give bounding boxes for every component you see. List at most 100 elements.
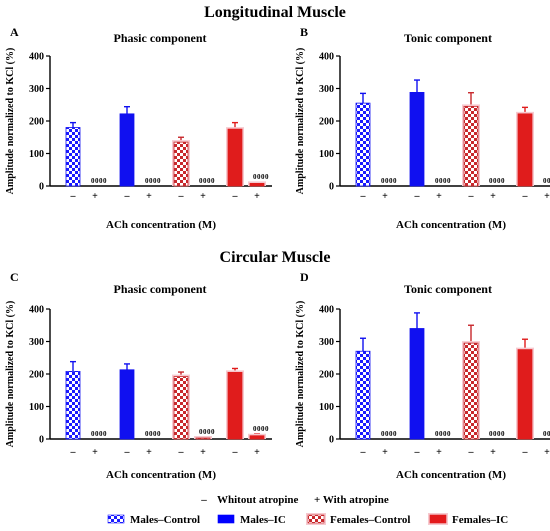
condition-minus-label: –	[70, 447, 77, 458]
bar-without-atropine	[409, 328, 425, 440]
atropine-minus-label: Whitout atropine	[217, 494, 299, 506]
condition-plus-label: +	[92, 191, 98, 202]
chart-panel-b: B Tonic component Amplitude normalized to …	[295, 25, 550, 231]
chart-panel-a: A Phasic component Amplitude normalized to…	[5, 25, 272, 231]
bar-with-atropine	[195, 437, 211, 440]
condition-minus-label: –	[232, 447, 239, 458]
bar-without-atropine	[355, 350, 371, 440]
bar-halo	[194, 436, 212, 439]
y-tick-label: 200	[319, 117, 334, 128]
significance-label: 0000	[253, 425, 269, 433]
significance-label: 0000	[489, 177, 505, 185]
y-tick-label: 200	[319, 370, 334, 381]
legend-label: Males–IC	[240, 514, 286, 526]
y-tick-label: 0	[39, 435, 44, 446]
bar-without-atropine	[173, 376, 189, 440]
y-axis-label: Amplitude normalized to KCl (%)	[295, 48, 306, 195]
significance-label: 0000	[381, 177, 397, 185]
bar-without-atropine	[119, 113, 135, 187]
condition-plus-label: +	[254, 447, 260, 458]
panel-letter: A	[10, 25, 19, 39]
y-tick-label: 200	[29, 117, 44, 128]
significance-label: 0000	[91, 177, 107, 185]
y-tick-label: 200	[29, 370, 44, 381]
condition-minus-label: –	[232, 191, 239, 202]
y-axis-label: Amplitude normalized to KCl (%)	[5, 301, 16, 448]
condition-minus-label: –	[522, 191, 529, 202]
condition-plus-label: +	[146, 191, 152, 202]
chart-panel-c: C Phasic component Amplitude normalized to…	[5, 270, 272, 481]
condition-minus-label: –	[414, 191, 421, 202]
condition-minus-label: –	[124, 447, 131, 458]
condition-plus-label: +	[146, 447, 152, 458]
section-title-longitudinal: Longitudinal Muscle	[204, 4, 346, 21]
panel-title: Phasic component	[114, 31, 207, 45]
condition-plus-label: +	[436, 447, 442, 458]
bar-without-atropine	[517, 113, 533, 187]
panel-letter: D	[300, 270, 309, 284]
condition-plus-label: +	[92, 447, 98, 458]
bar-with-atropine	[249, 435, 265, 440]
legend-swatch	[307, 514, 325, 524]
x-axis-label: ACh concentration (M)	[396, 469, 506, 481]
condition-minus-label: –	[360, 447, 367, 458]
condition-plus-label: +	[436, 191, 442, 202]
bar-without-atropine	[173, 141, 189, 187]
y-axis-label: Amplitude normalized to KCl (%)	[5, 48, 16, 195]
condition-minus-label: –	[522, 447, 529, 458]
y-tick-label: 0	[329, 435, 334, 446]
y-tick-label: 0	[329, 182, 334, 193]
significance-label: 0000	[91, 430, 107, 438]
significance-label: 0000	[199, 177, 215, 185]
significance-label: 0000	[435, 177, 451, 185]
legend-label: Females–Control	[330, 514, 410, 526]
y-tick-label: 100	[29, 149, 44, 160]
legend-swatch	[107, 514, 125, 524]
significance-label: 0000	[253, 173, 269, 181]
bar-with-atropine	[249, 182, 265, 187]
chart-panel-d: D Tonic component Amplitude normalized to …	[295, 270, 550, 481]
legend-label: Females–IC	[452, 514, 508, 526]
bar-without-atropine	[355, 102, 371, 187]
atropine-plus-label: + With atropine	[314, 494, 389, 506]
legend-swatch	[429, 514, 447, 524]
significance-label: 0000	[145, 177, 161, 185]
atropine-minus-symbol: –	[200, 494, 207, 506]
panel-letter: C	[10, 270, 19, 284]
significance-label: 0000	[381, 430, 397, 438]
bar-without-atropine	[463, 342, 479, 440]
y-tick-label: 300	[29, 84, 44, 95]
x-axis-label: ACh concentration (M)	[106, 219, 216, 231]
bar-without-atropine	[65, 127, 81, 187]
y-tick-label: 300	[29, 337, 44, 348]
panel-letter: B	[300, 25, 308, 39]
atropine-legend: – Whitout atropine + With atropine	[200, 494, 389, 506]
significance-label: 0000	[543, 430, 550, 438]
y-tick-label: 100	[319, 402, 334, 413]
y-tick-label: 0	[39, 182, 44, 193]
bar-without-atropine	[119, 369, 135, 440]
section-title-circular: Circular Muscle	[220, 249, 331, 266]
y-tick-label: 400	[29, 305, 44, 316]
condition-plus-label: +	[200, 447, 206, 458]
condition-minus-label: –	[178, 447, 185, 458]
condition-minus-label: –	[124, 191, 131, 202]
legend-label: Males–Control	[130, 514, 200, 526]
significance-label: 0000	[543, 177, 550, 185]
condition-minus-label: –	[178, 191, 185, 202]
condition-minus-label: –	[468, 191, 475, 202]
bar-without-atropine	[65, 370, 81, 440]
condition-plus-label: +	[490, 191, 496, 202]
y-tick-label: 300	[319, 84, 334, 95]
y-tick-label: 100	[319, 149, 334, 160]
y-tick-label: 400	[29, 52, 44, 63]
condition-plus-label: +	[382, 447, 388, 458]
significance-label: 0000	[145, 430, 161, 438]
x-axis-label: ACh concentration (M)	[396, 219, 506, 231]
panel-title: Tonic component	[404, 31, 492, 45]
group-legend: Males–Control Males–IC Females–Control Fema…	[107, 513, 508, 526]
y-axis-label: Amplitude normalized to KCl (%)	[295, 301, 306, 448]
y-tick-label: 400	[319, 52, 334, 63]
panel-title: Phasic component	[114, 282, 207, 296]
